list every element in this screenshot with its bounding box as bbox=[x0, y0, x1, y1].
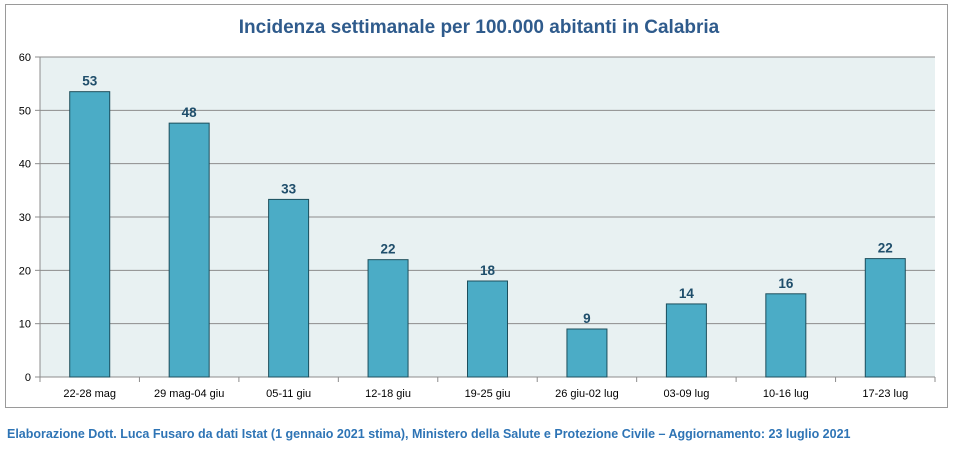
x-tick-label: 05-11 giu bbox=[266, 388, 311, 400]
data-label: 18 bbox=[480, 263, 496, 278]
bar bbox=[69, 91, 111, 378]
bar bbox=[467, 280, 508, 378]
x-tick-label: 26 giu-02 lug bbox=[555, 388, 619, 400]
source-footer: Elaborazione Dott. Luca Fusaro da dati I… bbox=[7, 427, 851, 441]
bar bbox=[765, 293, 807, 378]
bar bbox=[367, 259, 409, 378]
data-label: 33 bbox=[281, 181, 297, 196]
data-label: 14 bbox=[679, 286, 695, 301]
data-label: 53 bbox=[82, 74, 98, 89]
data-label: 9 bbox=[583, 311, 591, 326]
y-tick-label: 0 bbox=[25, 372, 31, 384]
chart-title: Incidenza settimanale per 100.000 abitan… bbox=[238, 17, 720, 38]
y-tick-label: 20 bbox=[19, 265, 31, 277]
y-tick-label: 10 bbox=[19, 319, 31, 331]
data-label: 22 bbox=[878, 241, 893, 256]
x-tick-label: 29 mag-04 giu bbox=[154, 388, 224, 400]
bar bbox=[168, 122, 210, 378]
x-tick-label: 17-23 lug bbox=[862, 388, 908, 400]
x-tick-label: 22-28 mag bbox=[63, 388, 116, 400]
y-tick-label: 40 bbox=[19, 159, 31, 171]
bar bbox=[566, 328, 608, 378]
bar bbox=[665, 303, 707, 378]
x-tick-label: 19-25 giu bbox=[465, 388, 511, 400]
x-tick-label: 12-18 giu bbox=[365, 388, 411, 400]
data-label: 22 bbox=[381, 242, 396, 257]
data-label: 16 bbox=[778, 276, 794, 291]
x-tick-label: 10-16 lug bbox=[763, 388, 809, 400]
y-tick-label: 60 bbox=[19, 52, 31, 64]
bar bbox=[268, 198, 310, 378]
x-tick-label: 03-09 lug bbox=[663, 388, 709, 400]
data-label: 48 bbox=[182, 105, 198, 120]
y-tick-label: 30 bbox=[19, 212, 31, 224]
y-tick-label: 50 bbox=[19, 105, 31, 117]
bar bbox=[864, 258, 906, 378]
